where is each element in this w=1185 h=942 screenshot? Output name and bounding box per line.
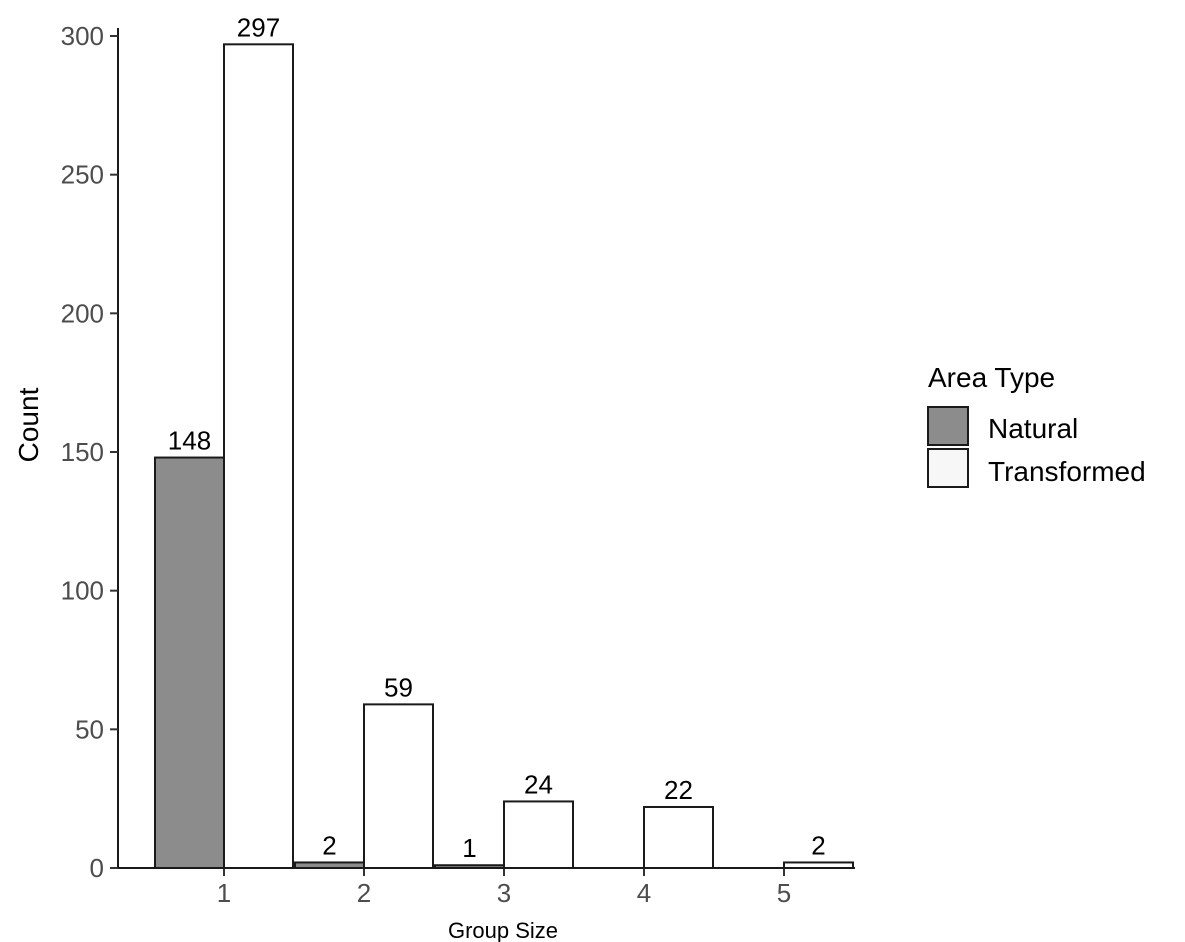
legend-label-transformed: Transformed	[988, 456, 1146, 487]
bar-transformed-3	[503, 800, 574, 869]
bar-natural-2	[294, 861, 365, 869]
y-axis: 0 50 100 150 200 250 300	[61, 21, 119, 883]
y-tick-label: 200	[61, 298, 104, 328]
bar-natural-3	[434, 864, 505, 870]
y-tick-label: 150	[61, 437, 104, 467]
y-tick-label: 0	[90, 853, 104, 883]
bar-natural-1	[154, 456, 225, 869]
x-tick-label: 4	[637, 878, 651, 908]
x-tick-label: 3	[497, 878, 511, 908]
bar-transformed-5	[783, 861, 854, 869]
legend-key-transformed	[927, 448, 969, 488]
x-tick-label: 2	[357, 878, 371, 908]
data-label-natural-3: 1	[462, 833, 476, 863]
y-tick-label: 300	[61, 21, 104, 51]
x-axis-title: Group Size	[448, 918, 558, 942]
y-tick-label: 100	[61, 576, 104, 606]
legend: Area Type Natural Transformed	[927, 362, 1146, 488]
data-label-natural-1: 148	[168, 426, 211, 456]
x-axis: 1 2 3 4 5	[118, 867, 855, 908]
bar-transformed-2	[363, 703, 434, 870]
bar-transformed-1	[223, 43, 294, 869]
x-tick-label: 5	[777, 878, 791, 908]
legend-label-natural: Natural	[988, 413, 1078, 444]
data-label-transformed-5: 2	[811, 830, 825, 860]
legend-key-natural	[927, 406, 969, 446]
bars	[154, 43, 854, 870]
y-tick-label: 250	[61, 160, 104, 190]
y-axis-title: Count	[13, 387, 44, 462]
bar-transformed-4	[643, 805, 714, 870]
data-label-transformed-2: 59	[384, 672, 413, 702]
data-label-transformed-3: 24	[524, 769, 553, 799]
data-label-transformed-4: 22	[664, 775, 693, 805]
x-tick-label: 1	[217, 878, 231, 908]
data-label-natural-2: 2	[322, 830, 336, 860]
data-label-transformed-1: 297	[237, 12, 280, 42]
y-tick-label: 50	[75, 714, 104, 744]
legend-title: Area Type	[928, 362, 1055, 393]
